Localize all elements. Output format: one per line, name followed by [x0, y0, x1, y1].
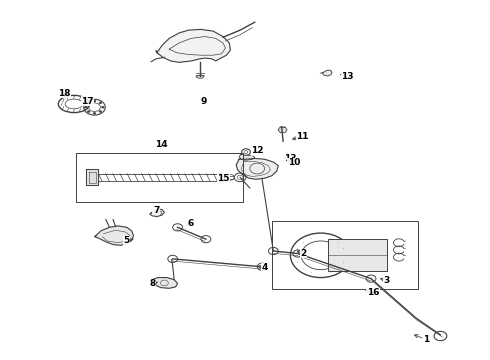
Text: 13: 13 — [284, 154, 296, 163]
Polygon shape — [151, 278, 177, 288]
Text: 3: 3 — [384, 276, 390, 285]
Circle shape — [85, 106, 88, 108]
Text: 8: 8 — [149, 279, 155, 288]
Bar — [76, 153, 243, 202]
Text: 2: 2 — [300, 249, 307, 258]
Text: 18: 18 — [58, 89, 71, 98]
Text: 1: 1 — [423, 335, 429, 344]
Circle shape — [101, 106, 104, 108]
Polygon shape — [236, 158, 278, 179]
Polygon shape — [86, 170, 98, 185]
Text: 10: 10 — [288, 158, 300, 167]
Text: 9: 9 — [200, 96, 207, 105]
Polygon shape — [95, 226, 134, 245]
Text: 7: 7 — [153, 206, 159, 215]
Bar — [328, 239, 387, 271]
Polygon shape — [278, 127, 287, 133]
Circle shape — [99, 111, 102, 113]
Circle shape — [87, 111, 90, 113]
Text: 12: 12 — [251, 146, 264, 155]
Text: 15: 15 — [217, 175, 230, 184]
Text: 17: 17 — [81, 96, 94, 105]
Text: 13: 13 — [342, 72, 354, 81]
Text: 11: 11 — [296, 132, 309, 141]
Circle shape — [93, 112, 96, 114]
Bar — [272, 221, 418, 289]
Text: 14: 14 — [155, 140, 167, 149]
Text: 6: 6 — [187, 219, 194, 228]
Polygon shape — [196, 75, 204, 78]
Polygon shape — [150, 210, 164, 217]
Circle shape — [87, 102, 90, 104]
Polygon shape — [239, 154, 255, 160]
Text: 16: 16 — [367, 288, 379, 297]
Circle shape — [93, 100, 96, 102]
Polygon shape — [322, 70, 332, 76]
Text: 4: 4 — [261, 264, 268, 273]
Circle shape — [99, 102, 102, 104]
Text: 5: 5 — [123, 237, 130, 246]
Polygon shape — [156, 30, 230, 62]
